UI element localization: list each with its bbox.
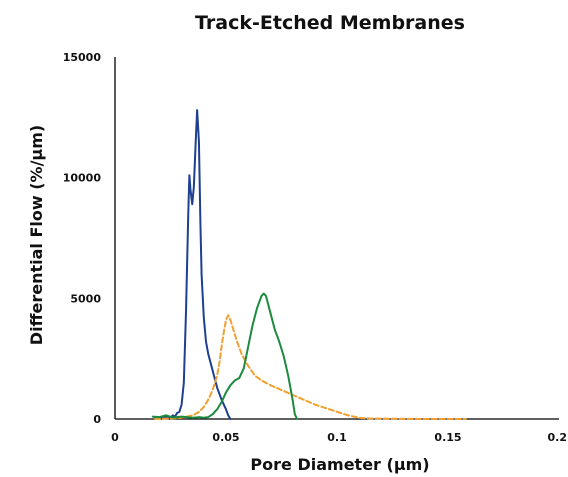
series-line-2	[153, 314, 467, 420]
chart-title: Track-Etched Membranes	[195, 12, 465, 34]
x-tick-label: 0.15	[434, 431, 461, 444]
x-tick-label: 0.2	[548, 431, 568, 444]
series-line-1	[153, 109, 232, 420]
series-line-3	[151, 292, 299, 420]
x-tick-label: 0.05	[212, 431, 239, 444]
y-tick-label: 0	[93, 413, 101, 426]
x-tick-label: 0	[111, 431, 119, 444]
x-tick-label: 0.1	[327, 431, 347, 444]
y-tick-label: 5000	[70, 292, 101, 305]
y-tick-labels: 0 5000 10000 15000	[63, 51, 102, 426]
series-lines	[151, 109, 467, 420]
x-tick-labels: 0 0.05 0.1 0.15 0.2	[111, 431, 567, 444]
y-tick-label: 10000	[63, 172, 102, 185]
y-axis-label: Differential Flow (%/µm)	[27, 125, 46, 345]
x-axis-label: Pore Diameter (µm)	[250, 455, 429, 474]
y-tick-label: 15000	[63, 51, 102, 64]
